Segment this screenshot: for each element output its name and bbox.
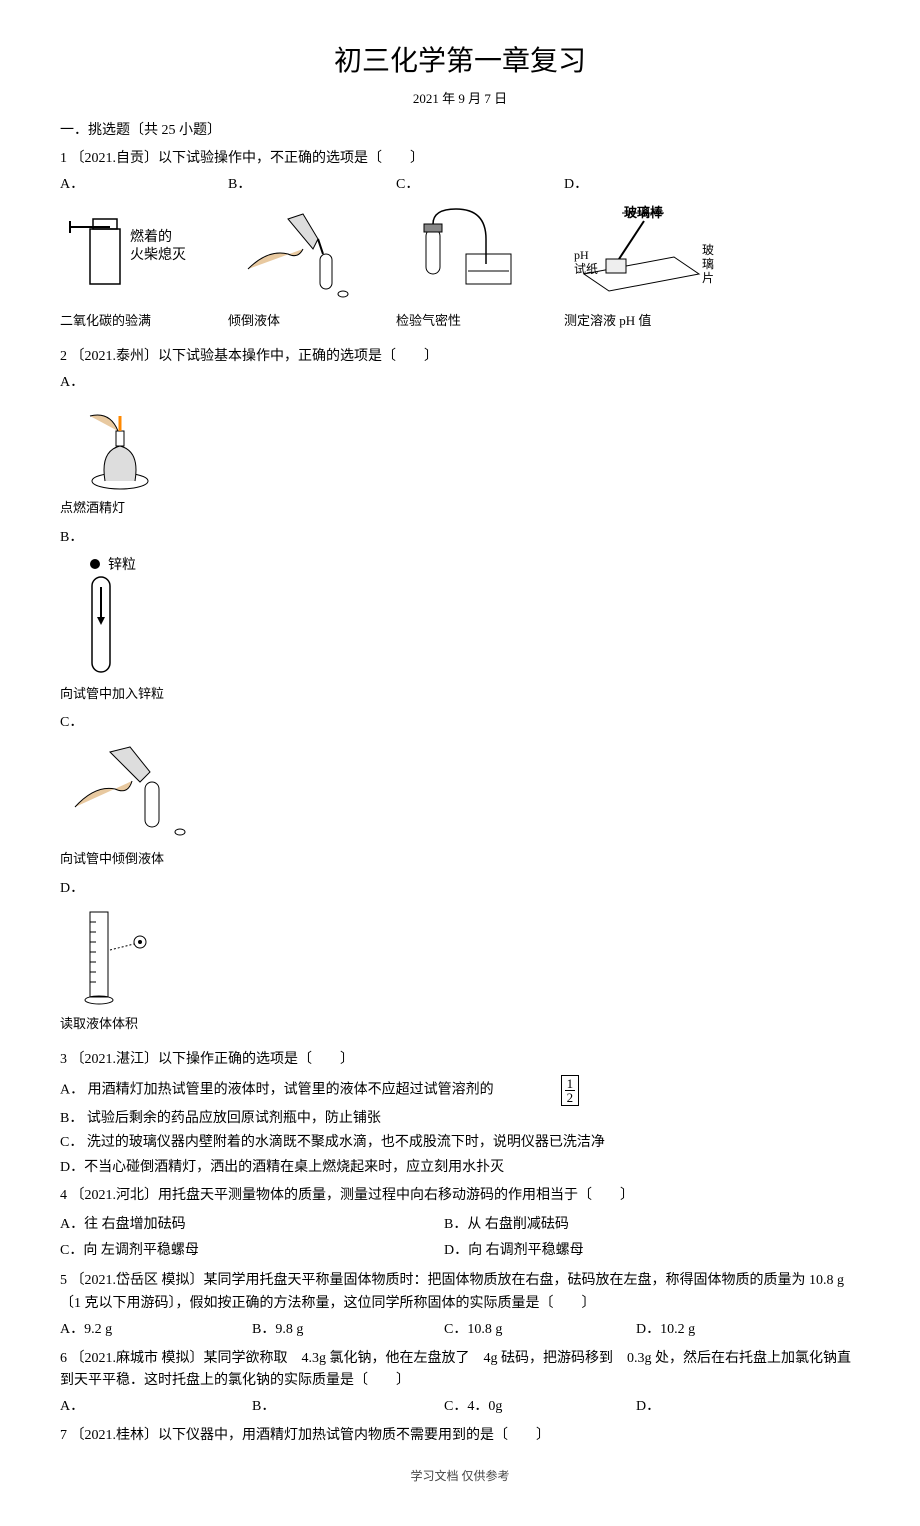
q1-opt-a-caption: 二氧化碳的验满 — [60, 311, 151, 332]
q2-opt-b-image: 锌粒 — [60, 552, 180, 682]
q4-opt-b: B．从 右盘削减砝码 — [444, 1214, 828, 1236]
q1-opt-a: A． 燃着的 火柴熄灭 二氧化碳的验满 — [60, 174, 210, 331]
q2-opt-a-label: A． — [60, 372, 84, 394]
q2-opt-d: D． 读取液体体积 — [60, 878, 444, 1035]
q2-opt-c-image — [60, 737, 210, 847]
q2-opt-a-image — [60, 396, 180, 496]
svg-text:片: 片 — [702, 271, 714, 285]
q1-stem: 1 〔2021.自贡〕以下试验操作中，不正确的选项是〔 〕 — [60, 148, 860, 170]
q5-options: A．9.2 g B．9.8 g C．10.8 g D．10.2 g — [60, 1319, 860, 1341]
q5-stem: 5 〔2021.岱岳区 模拟〕某同学用托盘天平称量固体物质时：把固体物质放在右盘… — [60, 1270, 860, 1315]
svg-text:玻: 玻 — [702, 243, 714, 257]
q2-opt-d-caption: 读取液体体积 — [60, 1014, 138, 1035]
q2-opt-b-caption: 向试管中加入锌粒 — [60, 684, 164, 705]
q4-stem: 4 〔2021.河北〕用托盘天平测量物体的质量，测量过程中向右移动游码的作用相当… — [60, 1185, 860, 1207]
q1-opt-d-image: 玻璃棒 pH 试纸 玻 璃 片 — [564, 199, 714, 309]
q5-opt-d: D．10.2 g — [636, 1319, 828, 1341]
q2-options: A． 点燃酒精灯 B． 锌粒 向试管中加入锌粒 C． — [60, 372, 860, 1043]
page-date: 2021 年 9 月 7 日 — [60, 89, 860, 110]
q1-options: A． 燃着的 火柴熄灭 二氧化碳的验满 B． 倾倒液体 — [60, 174, 860, 339]
q1-opt-c-image — [396, 199, 546, 309]
q1-opt-c-label: C． — [396, 174, 419, 196]
q1-opt-c: C． 检验气密性 — [396, 174, 546, 331]
q1-opt-d-label: D． — [564, 174, 588, 196]
q2-opt-d-label: D． — [60, 878, 84, 900]
q3-opt-d: D．不当心碰倒酒精灯，洒出的酒精在桌上燃烧起来时，应立刻用水扑灭 — [60, 1157, 860, 1179]
q1-opt-b-image — [228, 199, 378, 309]
q1-opt-c-caption: 检验气密性 — [396, 311, 461, 332]
section-heading: 一．挑选题〔共 25 小题〕 — [60, 120, 860, 142]
q5-opt-b: B．9.8 g — [252, 1319, 444, 1341]
q5-opt-c: C．10.8 g — [444, 1319, 636, 1341]
svg-text:锌粒: 锌粒 — [108, 557, 136, 573]
q3-stem: 3 〔2021.湛江〕以下操作正确的选项是〔 〕 — [60, 1049, 860, 1071]
q2-opt-a-caption: 点燃酒精灯 — [60, 498, 125, 519]
q3-options: A． 用酒精灯加热试管里的液体时，试管里的液体不应超过试管溶剂的 12 B． 试… — [60, 1075, 860, 1179]
q1-opt-a-image: 燃着的 火柴熄灭 — [60, 199, 210, 309]
q7-stem: 7 〔2021.桂林〕以下仪器中，用酒精灯加热试管内物质不需要用到的是〔 〕 — [60, 1425, 860, 1447]
q4-opt-a: A．往 右盘增加砝码 — [60, 1214, 444, 1236]
page-title: 初三化学第一章复习 — [60, 40, 860, 85]
q2-opt-d-image — [60, 902, 180, 1012]
svg-text:pH: pH — [574, 248, 589, 262]
svg-text:燃着的: 燃着的 — [130, 228, 172, 245]
q6-opt-b: B． — [252, 1396, 444, 1418]
q2-opt-a: A． 点燃酒精灯 — [60, 372, 444, 519]
q3-opt-b: B． 试验后剩余的药品应放回原试剂瓶中，防止铺张 — [60, 1108, 860, 1130]
q2-opt-b-label: B． — [60, 527, 83, 549]
q6-opt-d: D． — [636, 1396, 828, 1418]
q2-opt-b: B． 锌粒 向试管中加入锌粒 — [60, 527, 444, 704]
svg-text:璃: 璃 — [702, 257, 714, 271]
q4-options: A．往 右盘增加砝码 B．从 右盘削减砝码 C．向 左调剂平稳螺母 D．向 右调… — [60, 1212, 860, 1265]
q4-opt-d: D．向 右调剂平稳螺母 — [444, 1240, 828, 1262]
q2-opt-c: C． 向试管中倾倒液体 — [60, 712, 444, 869]
q5-opt-a: A．9.2 g — [60, 1319, 252, 1341]
q2-stem: 2 〔2021.泰州〕以下试验基本操作中，正确的选项是〔 〕 — [60, 346, 860, 368]
q1-opt-a-label: A． — [60, 174, 84, 196]
q6-stem: 6 〔2021.麻城市 模拟〕某同学欲称取 4.3g 氯化钠，他在左盘放了 4g… — [60, 1348, 860, 1393]
q6-options: A． B． C．4．0g D． — [60, 1396, 860, 1418]
q1-opt-d-caption: 测定溶液 pH 值 — [564, 311, 651, 332]
q3-opt-c: C． 洗过的玻璃仪器内壁附着的水滴既不聚成水滴，也不成股流下时，说明仪器已洗洁净 — [60, 1132, 860, 1154]
fraction-icon: 12 — [561, 1075, 580, 1106]
q2-opt-c-label: C． — [60, 712, 83, 734]
q1-opt-b: B． 倾倒液体 — [228, 174, 378, 331]
q6-opt-a: A． — [60, 1396, 252, 1418]
q1-opt-b-label: B． — [228, 174, 251, 196]
q2-opt-c-caption: 向试管中倾倒液体 — [60, 849, 164, 870]
svg-text:试纸: 试纸 — [574, 261, 598, 276]
q1-opt-b-caption: 倾倒液体 — [228, 311, 280, 332]
q4-opt-c: C．向 左调剂平稳螺母 — [60, 1240, 444, 1262]
q6-opt-c: C．4．0g — [444, 1396, 636, 1418]
q1-opt-d: D． 玻璃棒 pH 试纸 玻 璃 片 测定溶液 pH 值 — [564, 174, 714, 331]
q3-opt-a: A． 用酒精灯加热试管里的液体时，试管里的液体不应超过试管溶剂的 12 — [60, 1075, 860, 1106]
svg-text:火柴熄灭: 火柴熄灭 — [130, 246, 186, 263]
page-footer: 学习文档 仅供参考 — [60, 1467, 860, 1486]
q3-opt-a-text: A． 用酒精灯加热试管里的液体时，试管里的液体不应超过试管溶剂的 — [60, 1083, 494, 1098]
